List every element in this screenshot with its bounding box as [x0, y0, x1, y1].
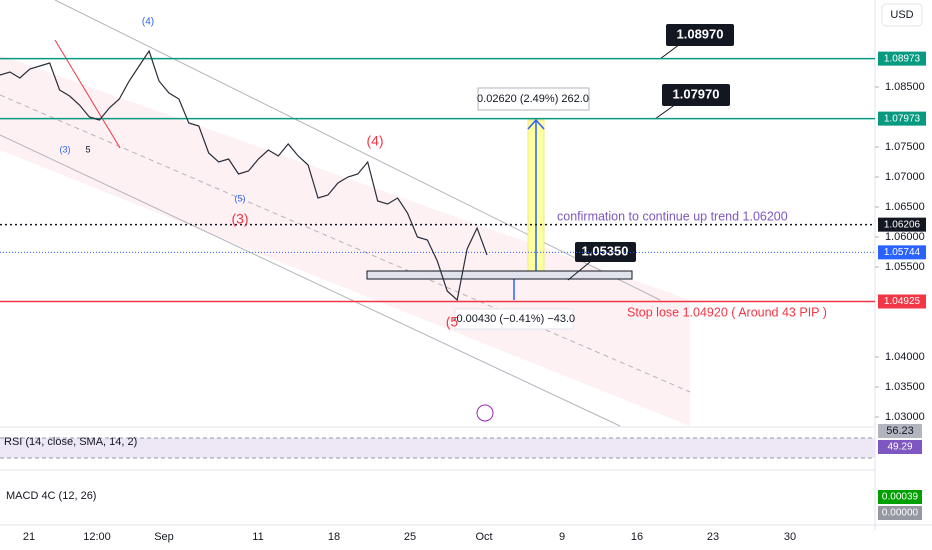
macd-tag-label: 0.00000 [882, 508, 919, 519]
rsi-tag [878, 440, 922, 454]
price-tag-label: 1.05744 [884, 247, 921, 258]
price-tag-label: 1.08973 [884, 53, 921, 64]
zone-box [366, 270, 633, 280]
rsi-title: RSI (14, close, SMA, 14, 2) [4, 436, 137, 448]
callout-pointer [659, 43, 681, 60]
macd-tag [878, 506, 922, 520]
event-icon[interactable] [476, 404, 494, 422]
price-tag [878, 111, 926, 126]
price-tag-label: 1.06206 [884, 219, 921, 230]
callout-label: 1.08970 [677, 26, 724, 41]
y-tick-label: 1.07500 [885, 141, 925, 153]
x-tick-label: 30 [784, 531, 796, 543]
x-tick-label: Sep [154, 531, 174, 543]
price-tag-label: 1.07973 [884, 113, 921, 124]
rsi-tag-label: 56.23 [886, 425, 914, 437]
x-tick-label: 25 [404, 531, 416, 543]
x-tick-label: Oct [475, 531, 492, 543]
callout-label: 1.07970 [673, 86, 720, 101]
channel-top [54, 0, 661, 301]
rsi-tag [878, 424, 922, 438]
macd-title: MACD 4C (12, 26) [6, 490, 96, 502]
currency-label[interactable]: USD [890, 9, 913, 21]
wave-label: (4) [366, 133, 383, 149]
x-tick-label: 16 [631, 531, 643, 543]
currency-button[interactable] [881, 3, 923, 27]
measure-label-box [454, 308, 574, 330]
price-tag [878, 294, 926, 309]
rsi-tag-label: 49.29 [887, 442, 912, 453]
measure-down-label: -0.00430 (−0.41%) −43.0 [453, 313, 575, 325]
price-tag-label: 1.04925 [884, 296, 921, 307]
callout-pointer [654, 103, 677, 120]
y-tick-label: 1.07000 [885, 171, 925, 183]
x-tick-label: 23 [707, 531, 719, 543]
price-tag [878, 245, 926, 260]
callout-box [666, 24, 734, 46]
y-tick-label: 1.05500 [885, 261, 925, 273]
measure-up-label: 0.02620 (2.49%) 262.0 [477, 93, 589, 105]
y-tick-label: 1.04000 [885, 351, 925, 363]
y-tick-label: 1.03500 [885, 381, 925, 393]
price-tag [878, 217, 926, 232]
y-tick-label: 1.06500 [885, 201, 925, 213]
x-tick-label: 21 [23, 531, 35, 543]
callout-box [662, 84, 730, 106]
measure-arrowhead [527, 118, 545, 130]
measure-label-box [477, 87, 590, 111]
callout-label: 1.05350 [582, 243, 629, 258]
wave-label: 5 [85, 144, 90, 154]
confirmation-note: confirmation to continue up trend 1.0620… [557, 209, 788, 223]
channel-bottom [0, 134, 621, 427]
x-tick-label: 11 [252, 531, 263, 543]
x-tick-label: 18 [328, 531, 340, 543]
y-tick-label: 1.08500 [885, 81, 925, 93]
stop-loss-note: Stop lose 1.04920 ( Around 43 PIP ) [627, 305, 827, 319]
price-tag [878, 51, 926, 66]
price-line [0, 49, 488, 302]
wave-label: (5) [235, 193, 246, 203]
x-tick-label: 12:00 [83, 531, 111, 543]
wave-label: (3) [60, 144, 71, 154]
wave-label: (5 [446, 314, 459, 330]
callout-box [575, 242, 636, 262]
y-tick-label: 1.03000 [885, 411, 925, 423]
macd-tag [878, 490, 922, 504]
wave-label: (3) [231, 211, 248, 227]
channel-fill [0, 55, 690, 426]
rsi-band [0, 438, 875, 458]
callout-pointer [567, 261, 591, 281]
macd-tag-label: 0.00039 [882, 492, 919, 503]
wave-label: (4) [142, 17, 154, 28]
y-tick-label: 1.06000 [885, 231, 925, 243]
x-tick-label: 9 [559, 531, 565, 543]
